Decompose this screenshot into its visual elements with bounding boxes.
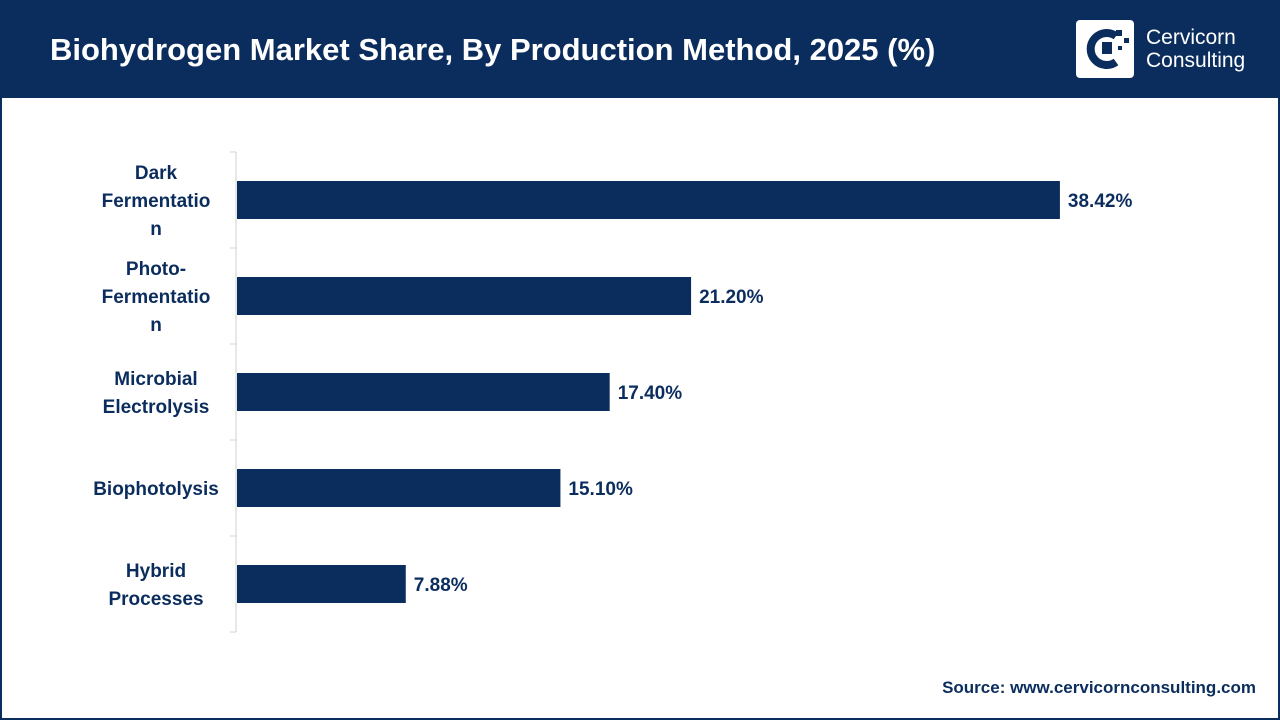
bar — [237, 565, 406, 603]
category-label-line: Microbial — [114, 369, 197, 390]
data-label: 17.40% — [618, 383, 683, 404]
source-note: Source: www.cervicornconsulting.com — [942, 678, 1256, 697]
data-label: 7.88% — [414, 575, 468, 596]
bar — [237, 277, 692, 315]
chart-title: Biohydrogen Market Share, By Production … — [50, 32, 936, 67]
category-label-line: Processes — [108, 589, 203, 610]
category-label: Hybrid Processes — [108, 561, 203, 610]
logo-mark — [1076, 20, 1134, 78]
header-bar: Biohydrogen Market Share, By Production … — [2, 2, 1278, 98]
logo-line-2: Consulting — [1146, 49, 1246, 72]
logo-line-1: Cervicorn — [1146, 26, 1236, 49]
company-logo: Cervicorn Consulting — [1076, 20, 1266, 80]
category-label-line: n — [150, 219, 162, 240]
category-label-line: Electrolysis — [103, 397, 210, 418]
category-label-line: Dark — [135, 163, 178, 184]
category-label: Photo- Fermentatio n — [102, 259, 211, 336]
category-label-line: Photo- — [126, 259, 186, 280]
category-label-line: Fermentatio — [102, 191, 211, 212]
bar — [237, 181, 1060, 219]
logo-c-icon — [1086, 29, 1129, 69]
category-label-line: Hybrid — [126, 561, 186, 582]
bar — [237, 373, 610, 411]
logo-text: Cervicorn Consulting — [1146, 26, 1245, 72]
category-label: Microbial Electrolysis — [103, 369, 210, 418]
data-label: 15.10% — [568, 479, 633, 500]
bar — [237, 469, 561, 507]
category-label-line: n — [150, 315, 162, 336]
category-label: Biophotolysis — [93, 479, 219, 500]
category-label-line: Fermentatio — [102, 287, 211, 308]
data-label: 38.42% — [1068, 191, 1133, 212]
category-label: Dark Fermentatio n — [102, 163, 211, 240]
data-label: 21.20% — [699, 287, 764, 308]
category-label-line: Biophotolysis — [93, 479, 219, 500]
